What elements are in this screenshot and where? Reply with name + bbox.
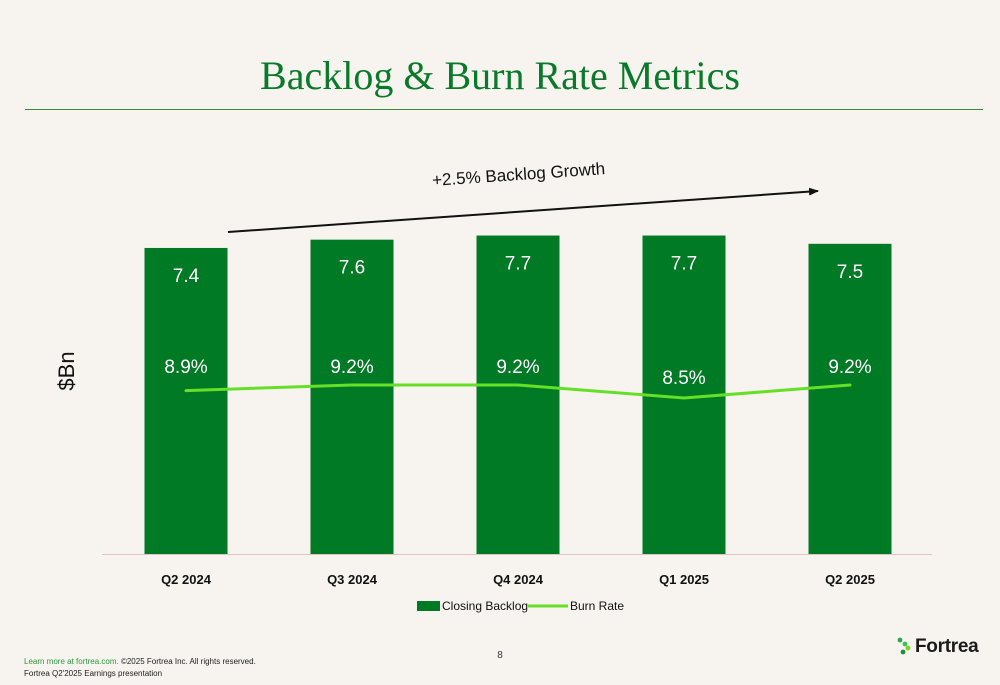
footer-link[interactable]: Learn more at fortrea.com. [24, 657, 119, 666]
fortrea-logo-text: Fortrea [915, 636, 979, 657]
footer-presentation: Fortrea Q2'2025 Earnings presentation [24, 669, 163, 678]
page-number: 8 [497, 650, 503, 661]
bar-series [144, 235, 892, 554]
burn-rate-point [350, 383, 354, 387]
category-label: Q2 2024 [161, 572, 212, 587]
fortrea-logo-icon [897, 637, 911, 655]
burn-rate-labels: 8.9% 9.2% 9.2% 8.5% 9.2% [164, 357, 872, 400]
bar [310, 239, 394, 554]
footer-text: Learn more at fortrea.com. ©2025 Fortrea… [24, 656, 256, 680]
burn-rate-point [848, 383, 852, 387]
category-label: Q1 2025 [659, 572, 709, 587]
burn-rate-label: 9.2% [330, 357, 373, 378]
burn-rate-point [682, 396, 686, 400]
legend-label-backlog: Closing Backlog [442, 599, 528, 613]
bar-value-label: 7.5 [837, 262, 863, 283]
legend-label-burn: Burn Rate [570, 599, 624, 613]
title-divider [25, 109, 983, 110]
growth-annotation: +2.5% Backlog Growth [431, 159, 605, 190]
bar-value-label: 7.4 [173, 266, 200, 287]
bar [144, 247, 228, 554]
bar [476, 235, 560, 554]
category-label: Q4 2024 [493, 572, 544, 587]
burn-rate-point [516, 383, 520, 387]
bar-value-label: 7.7 [671, 254, 697, 275]
bar-value-label: 7.7 [505, 254, 531, 275]
y-axis-label: $Bn [54, 351, 79, 390]
legend: Closing Backlog Burn Rate [417, 599, 624, 613]
legend-swatch-backlog [417, 601, 440, 611]
page-title: Backlog & Burn Rate Metrics [260, 53, 740, 98]
bar-value-labels: 7.4 7.6 7.7 7.7 7.5 [173, 254, 863, 287]
burn-rate-label: 8.9% [164, 357, 207, 378]
category-label: Q2 2025 [825, 572, 875, 587]
burn-rate-point [184, 389, 188, 393]
category-labels: Q2 2024 Q3 2024 Q4 2024 Q1 2025 Q2 2025 [161, 572, 875, 587]
fortrea-logo: Fortrea [897, 636, 979, 658]
footer-copyright: ©2025 Fortrea Inc. All rights reserved. [120, 657, 256, 666]
burn-rate-label: 9.2% [828, 357, 871, 378]
bar [808, 243, 892, 554]
burn-rate-label: 8.5% [662, 368, 705, 389]
category-label: Q3 2024 [327, 572, 378, 587]
burn-rate-label: 9.2% [496, 357, 539, 378]
growth-arrow [227, 187, 819, 233]
bar-value-label: 7.6 [339, 258, 365, 279]
